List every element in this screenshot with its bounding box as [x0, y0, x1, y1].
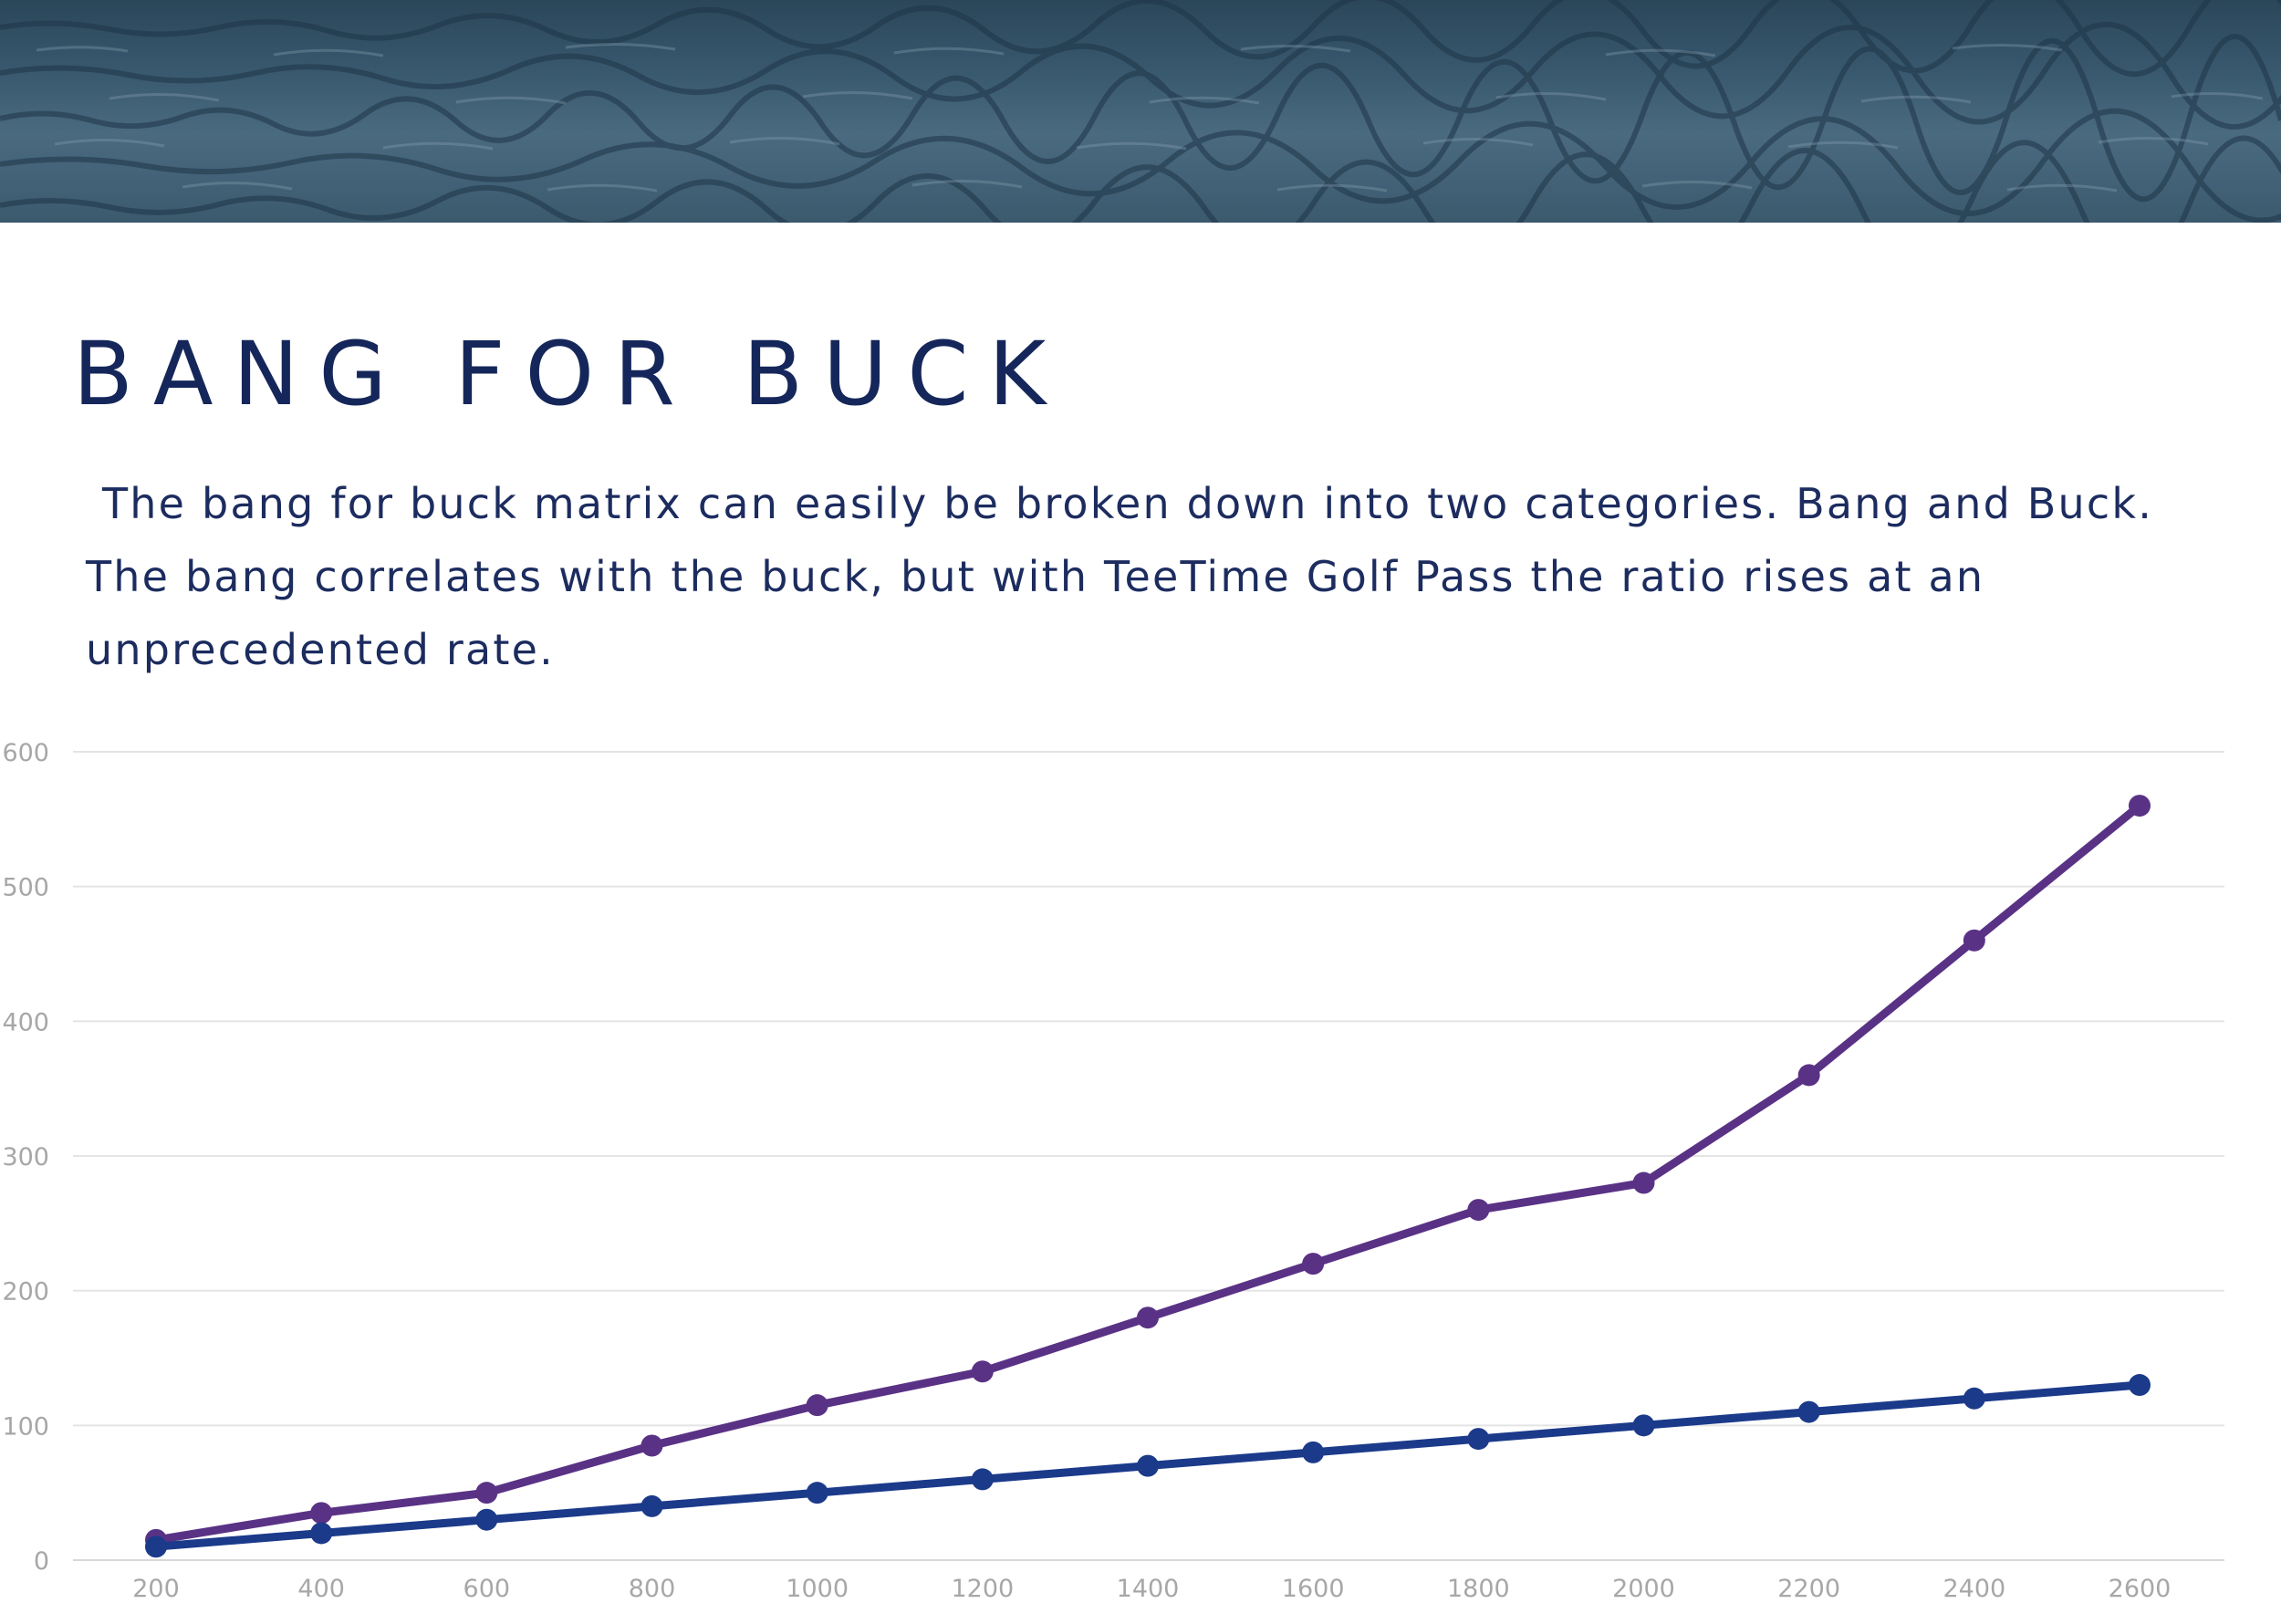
data-point	[1797, 1064, 1820, 1087]
data-point	[1302, 1253, 1325, 1275]
x-axis-ticks: 200 400 600 800 1000 1200 1400 1600 1800 2000 2200…	[132, 1575, 2171, 1603]
y-tick-label: 200	[2, 1278, 49, 1306]
data-point	[310, 1522, 333, 1545]
x-tick-label: 2600	[2109, 1575, 2172, 1603]
x-tick-label: 200	[132, 1575, 180, 1603]
x-tick-label: 1000	[786, 1575, 849, 1603]
y-tick-label: 600	[2, 739, 49, 767]
x-tick-label: 2400	[1942, 1575, 2005, 1603]
data-point	[1467, 1428, 1490, 1451]
x-tick-label: 1600	[1282, 1575, 1345, 1603]
bang-for-buck-line-chart: 0 100 200 300 400 500 600 200 400 600 800 1000 1200…	[2, 739, 2224, 1603]
x-tick-label: 800	[629, 1575, 676, 1603]
y-tick-label: 100	[2, 1412, 49, 1441]
grid-lines	[73, 751, 2224, 1561]
x-tick-label: 1200	[951, 1575, 1014, 1603]
data-point	[641, 1494, 663, 1517]
data-point	[1137, 1306, 1159, 1329]
data-point	[1963, 1387, 1985, 1410]
series-0	[145, 795, 2151, 1551]
data-point	[1467, 1199, 1490, 1222]
data-point	[2129, 1374, 2151, 1397]
y-tick-label: 0	[34, 1547, 49, 1576]
x-tick-label: 1800	[1447, 1575, 1510, 1603]
data-point	[310, 1502, 333, 1525]
data-point	[971, 1468, 994, 1491]
y-tick-label: 400	[2, 1008, 49, 1036]
x-tick-label: 1400	[1117, 1575, 1180, 1603]
data-point	[806, 1482, 828, 1504]
x-tick-label: 2000	[1612, 1575, 1675, 1603]
data-point	[971, 1360, 994, 1383]
data-point	[475, 1482, 498, 1504]
page-title: BANG FOR BUCK	[73, 323, 1067, 425]
intro-paragraph: The bang for buck matrix can easily be b…	[86, 479, 2154, 674]
data-point	[475, 1508, 498, 1531]
data-point	[1963, 929, 1985, 952]
data-point	[1632, 1414, 1655, 1437]
data-point	[1137, 1454, 1159, 1477]
series-lines	[145, 795, 2151, 1558]
ocean-banner-image	[0, 0, 2281, 223]
y-axis-ticks: 0 100 200 300 400 500 600	[2, 739, 49, 1576]
x-tick-label: 400	[297, 1575, 345, 1603]
y-tick-label: 300	[2, 1143, 49, 1171]
data-point	[1632, 1171, 1655, 1194]
data-point	[145, 1536, 167, 1558]
data-point	[1797, 1400, 1820, 1423]
x-tick-label: 600	[463, 1575, 511, 1603]
series-line	[151, 801, 2144, 1545]
series-1	[145, 1374, 2151, 1558]
ocean-waves	[0, 0, 2281, 223]
data-point	[1302, 1441, 1325, 1463]
y-tick-label: 500	[2, 874, 49, 902]
data-point	[806, 1394, 828, 1417]
x-tick-label: 2200	[1777, 1575, 1840, 1603]
data-point	[2129, 795, 2151, 817]
data-point	[641, 1434, 663, 1457]
